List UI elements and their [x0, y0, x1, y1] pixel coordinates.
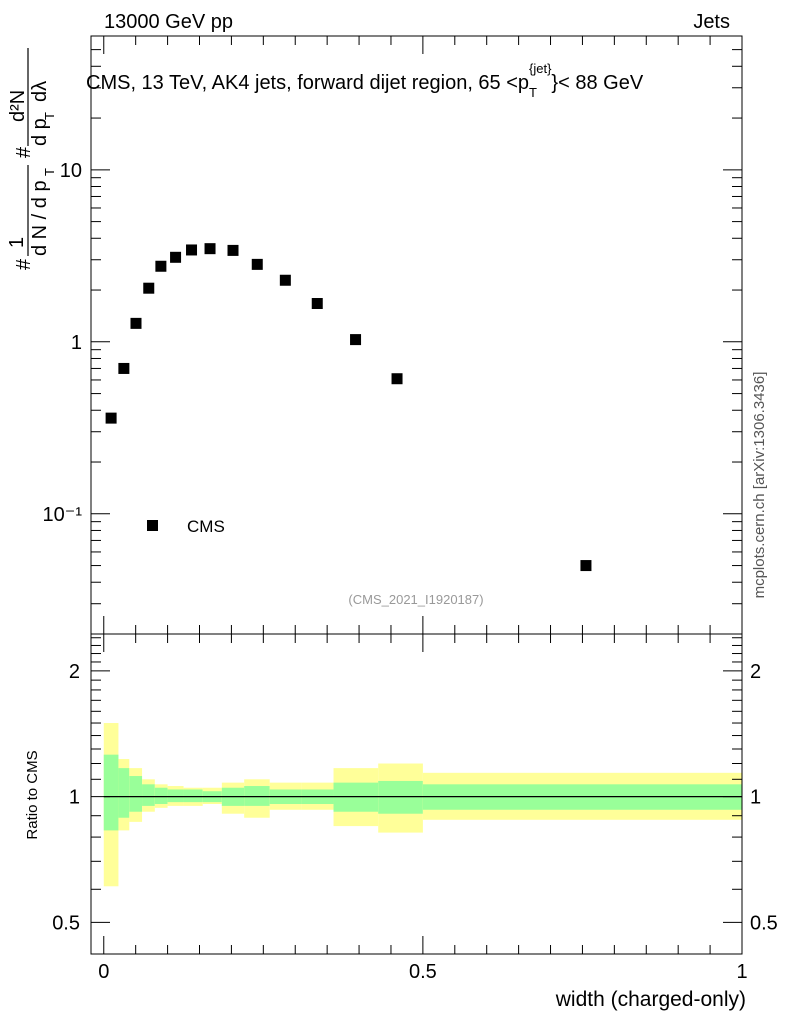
y-axis-label-hash: # [13, 258, 35, 270]
data-point [227, 244, 239, 256]
y-axis-label-dlambda: dλ [29, 81, 51, 102]
data-point [155, 260, 167, 272]
ratio-plot-frame [90, 633, 743, 955]
ratio-y-tick-1: 1 [69, 787, 80, 809]
data-point [251, 258, 263, 270]
main-plot-frame [90, 35, 743, 635]
data-point [118, 362, 130, 374]
plot-title-tail: }< 88 GeV [551, 72, 643, 94]
data-point [186, 244, 198, 256]
y-axis-label-frac1-num: 1 [6, 237, 28, 248]
y-axis-label: # 1 d N / d p T # d²N d p T dλ [6, 48, 57, 270]
ratio-band-inner [244, 786, 270, 806]
ratio-plot-ticks [91, 634, 743, 954]
data-point [311, 298, 323, 310]
x-tick-label-0: 0 [98, 961, 109, 983]
x-axis-label: width (charged-only) [555, 988, 746, 1011]
ratio-y-tick-0.5: 0.5 [52, 912, 80, 934]
data-point [350, 334, 362, 346]
ratio-y-tick-labels-left: 0.5 1 2 [52, 661, 80, 935]
plot-title-subscript: T [529, 85, 537, 100]
data-point [580, 560, 592, 572]
legend-label: CMS [187, 517, 225, 536]
ratio-band-inner [118, 768, 130, 818]
ratio-y-tick-2: 2 [69, 661, 80, 683]
plot-title-main: CMS, 13 TeV, AK4 jets, forward dijet reg… [86, 72, 529, 94]
ratio-uncertainty-bands [103, 723, 742, 887]
ratio-y-tick-labels-right: 0.5 1 2 [750, 661, 778, 935]
y-axis-label-frac1-den: d N / d p [29, 180, 51, 256]
legend: CMS [147, 517, 225, 536]
data-point [130, 317, 142, 329]
main-plot-y-tick-labels: 10⁻¹ 1 10 [43, 160, 83, 526]
energy-label: 13000 GeV pp [104, 11, 233, 33]
ratio-y-tick-right-0.5: 0.5 [750, 912, 778, 934]
y-axis-label-frac2-num: d²N [7, 90, 29, 122]
data-point [170, 251, 182, 263]
x-tick-label-0.5: 0.5 [409, 961, 437, 983]
x-tick-labels: 0 0.5 1 [98, 961, 747, 983]
ratio-band-inner [142, 784, 155, 806]
data-point [105, 412, 117, 424]
ratio-band-inner [378, 780, 423, 814]
y-tick-label-10: 10 [60, 160, 82, 182]
data-point [279, 274, 291, 286]
ratio-y-tick-right-1: 1 [750, 787, 761, 809]
x-tick-label-1: 1 [736, 961, 747, 983]
ratio-band-inner [103, 754, 119, 831]
cms-data-series [105, 243, 592, 572]
plot-title: CMS, 13 TeV, AK4 jets, forward dijet reg… [86, 61, 644, 100]
category-label: Jets [693, 11, 730, 33]
ratio-band-inner [167, 789, 184, 803]
analysis-label: (CMS_2021_I1920187) [348, 592, 483, 607]
ratio-y-axis-label: Ratio to CMS [24, 750, 41, 839]
plot-title-superscript: {jet} [529, 61, 552, 76]
data-point [204, 243, 216, 255]
data-point [143, 282, 155, 294]
y-axis-label-frac2-den: d p [29, 118, 51, 146]
data-point [391, 373, 403, 385]
y-axis-label-hash2: # [13, 146, 35, 158]
y-tick-label-1: 1 [71, 332, 82, 354]
y-axis-label-sub1: T [42, 168, 57, 176]
side-label: mcplots.cern.ch [arXiv:1306.3436] [751, 372, 768, 599]
legend-marker [147, 520, 158, 531]
ratio-band-inner [129, 776, 143, 812]
y-axis-label-sub2: T [42, 112, 57, 120]
ratio-band-inner [183, 789, 203, 803]
ratio-band-inner [154, 787, 168, 805]
y-tick-label-0.1: 10⁻¹ [43, 504, 83, 526]
ratio-y-tick-right-2: 2 [750, 661, 761, 683]
main-plot-ticks [91, 35, 743, 635]
